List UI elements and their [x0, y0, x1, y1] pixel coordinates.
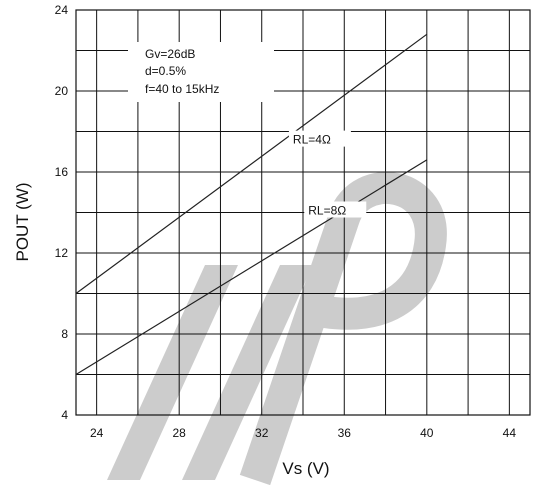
watermark-stroke: [182, 265, 313, 480]
x-axis-title: Vs (V): [282, 459, 329, 478]
x-tick-label: 24: [90, 426, 104, 440]
series-line: [75, 159, 428, 376]
x-tick-label: 36: [338, 426, 352, 440]
x-tick-label: 44: [503, 426, 517, 440]
series-lines: [75, 33, 428, 376]
x-tick-label: 40: [420, 426, 434, 440]
annotation-line-2: d=0.5%: [145, 64, 186, 78]
series-label: RL=4Ω: [293, 133, 331, 147]
annotation-background: [128, 42, 274, 102]
x-tick-label: 28: [173, 426, 187, 440]
x-tick-label: 32: [255, 426, 269, 440]
y-tick-label: 16: [55, 165, 69, 179]
y-tick-label: 4: [61, 408, 68, 422]
plot-frame: [75, 9, 531, 416]
watermark: [107, 172, 447, 485]
series-labels: RL=4Ω RL=8Ω: [288, 130, 367, 218]
x-tick-labels: 24 28 32 36 40 44: [90, 426, 516, 440]
series-label: RL=8Ω: [308, 204, 346, 218]
annotation-line-3: f=40 to 15kHz: [145, 82, 219, 96]
y-axis-title: POUT (W): [13, 182, 32, 261]
y-tick-labels: 4 8 12 16 20 24: [55, 3, 69, 422]
annotation-box: Gv=26dB d=0.5% f=40 to 15kHz: [128, 42, 274, 102]
y-tick-label: 12: [55, 246, 69, 260]
y-tick-label: 20: [55, 84, 69, 98]
y-tick-label: 8: [61, 327, 68, 341]
annotation-line-1: Gv=26dB: [145, 47, 195, 61]
y-tick-label: 24: [55, 3, 69, 17]
watermark-stroke: [107, 265, 238, 480]
series-label-background: [304, 201, 367, 218]
plot-border: [75, 9, 531, 416]
watermark-stroke: [239, 172, 447, 485]
series-label-background: [288, 130, 351, 147]
series-line: [75, 33, 428, 294]
